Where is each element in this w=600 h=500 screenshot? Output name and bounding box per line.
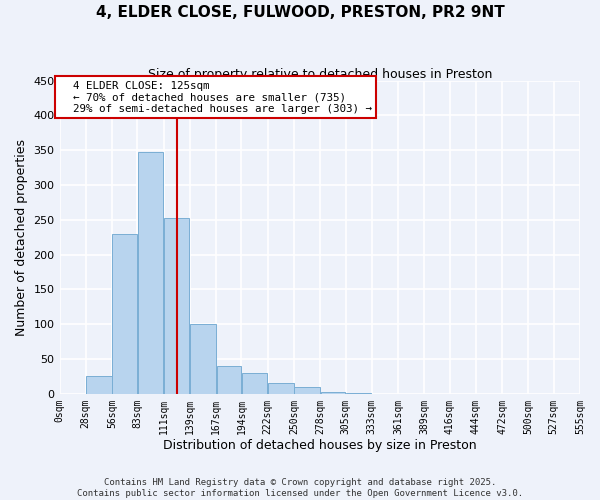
Bar	[320, 392, 345, 394]
Bar	[138, 152, 163, 394]
Text: Contains HM Land Registry data © Crown copyright and database right 2025.
Contai: Contains HM Land Registry data © Crown c…	[77, 478, 523, 498]
Text: 4, ELDER CLOSE, FULWOOD, PRESTON, PR2 9NT: 4, ELDER CLOSE, FULWOOD, PRESTON, PR2 9N…	[95, 5, 505, 20]
Bar	[190, 324, 216, 394]
Bar	[86, 376, 112, 394]
X-axis label: Distribution of detached houses by size in Preston: Distribution of detached houses by size …	[163, 440, 476, 452]
Text: 4 ELDER CLOSE: 125sqm
  ← 70% of detached houses are smaller (735)
  29% of semi: 4 ELDER CLOSE: 125sqm ← 70% of detached …	[59, 80, 371, 114]
Bar	[112, 234, 137, 394]
Y-axis label: Number of detached properties: Number of detached properties	[15, 138, 28, 336]
Title: Size of property relative to detached houses in Preston: Size of property relative to detached ho…	[148, 68, 492, 80]
Bar	[346, 393, 371, 394]
Bar	[295, 387, 320, 394]
Bar	[242, 373, 268, 394]
Bar	[217, 366, 241, 394]
Bar	[268, 384, 293, 394]
Bar	[164, 218, 190, 394]
